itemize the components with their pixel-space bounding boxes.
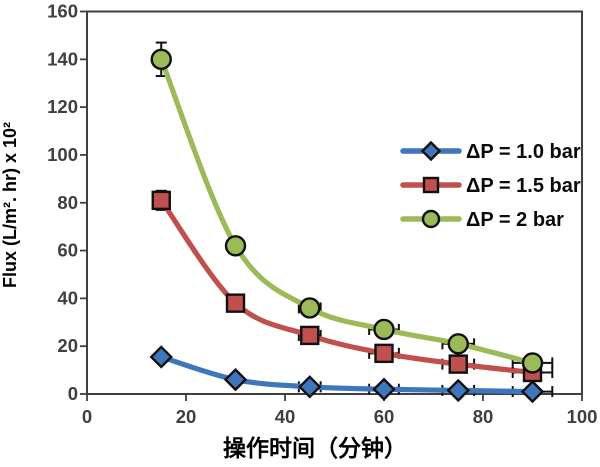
y-tick-label: 20 <box>57 335 78 356</box>
series-1 <box>149 345 554 404</box>
y-tick-label: 40 <box>57 287 78 308</box>
legend-marker-circle <box>421 209 441 229</box>
x-tick-label: 0 <box>82 406 92 427</box>
series-layer <box>149 41 554 404</box>
data-point-marker <box>225 293 246 313</box>
y-axis-title: Flux (L/m². hr) x 10² <box>0 122 20 288</box>
x-tick-label: 20 <box>176 406 197 427</box>
x-tick-label: 80 <box>473 406 494 427</box>
data-point-marker <box>521 352 544 374</box>
legend-label: ΔP = 1.5 bar <box>466 175 581 197</box>
data-point-marker <box>151 190 171 211</box>
axes-layer: 0 20 40 60 80 100 0 20 40 60 80 100 120 140 160 <box>47 1 597 428</box>
legend-marker-square <box>422 176 440 194</box>
series-3 <box>150 41 554 374</box>
x-tick-label: 100 <box>567 406 598 427</box>
legend-item: ΔP = 1.5 bar <box>400 175 581 197</box>
legend-item: ΔP = 2 bar <box>400 209 564 231</box>
x-axis-title: 操作时间（分钟） <box>223 435 407 461</box>
data-point-marker <box>299 297 321 319</box>
data-point-marker <box>373 318 395 341</box>
y-tick-label: 120 <box>47 96 78 117</box>
legend: ΔP = 1.0 bar ΔP = 1.5 bar ΔP = 2 bar <box>400 140 581 231</box>
data-point-marker <box>224 235 247 257</box>
data-point-marker <box>150 48 172 71</box>
legend-item: ΔP = 1.0 bar <box>400 140 581 163</box>
legend-label: ΔP = 1.0 bar <box>466 141 581 163</box>
y-tick-label: 60 <box>57 240 78 261</box>
y-tick-label: 100 <box>47 144 78 165</box>
legend-label: ΔP = 2 bar <box>466 209 564 231</box>
data-point-marker <box>520 379 545 404</box>
data-point-marker <box>223 367 248 392</box>
y-tick-label: 0 <box>68 383 78 404</box>
data-point-marker <box>448 354 468 374</box>
x-tick-label: 60 <box>374 406 395 427</box>
data-point-marker <box>374 343 394 364</box>
legend-marker-diamond <box>420 140 442 162</box>
data-point-marker <box>372 377 396 401</box>
data-point-marker <box>298 375 322 399</box>
data-point-marker <box>149 345 173 369</box>
y-tick-label: 160 <box>47 1 78 22</box>
y-tick-label: 140 <box>47 48 78 69</box>
data-point-marker <box>300 325 320 346</box>
x-tick-label: 40 <box>275 406 296 427</box>
series-line <box>158 354 536 395</box>
y-tick-label: 80 <box>57 192 78 213</box>
data-point-marker <box>447 333 469 355</box>
data-point-marker <box>446 378 470 403</box>
